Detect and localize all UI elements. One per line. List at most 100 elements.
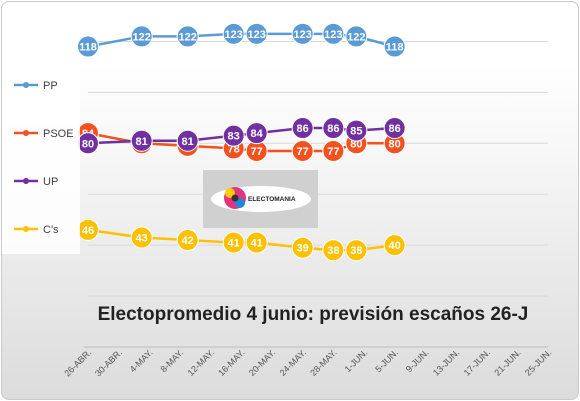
legend-box <box>2 62 80 254</box>
data-point <box>322 239 345 262</box>
data-point <box>176 25 199 48</box>
data-point <box>245 22 268 45</box>
x-tick-label: 21-JUN. <box>492 347 522 377</box>
data-label: 41 <box>228 238 240 250</box>
data-point <box>222 124 245 147</box>
data-label: 122 <box>132 31 150 43</box>
x-axis: 26-ABR. 30-ABR. 4-MAY. 8-MAY. 12-MAY. 16-MAY.… <box>62 346 553 378</box>
data-label: 123 <box>247 29 265 41</box>
data-label: 122 <box>178 31 196 43</box>
data-point <box>322 117 345 140</box>
legend: PP PSOE UP C's <box>2 62 80 254</box>
data-label: 80 <box>82 138 94 150</box>
legend-marker <box>23 82 29 88</box>
data-label: 41 <box>251 238 263 250</box>
data-point <box>322 139 345 162</box>
data-label: 43 <box>136 233 148 245</box>
data-point <box>345 239 368 262</box>
data-label: 85 <box>350 126 362 138</box>
data-point <box>245 122 268 145</box>
electomania-logo: ELECTOMANIA <box>203 170 318 228</box>
data-label: 83 <box>228 131 240 143</box>
legend-item: UP <box>14 176 58 188</box>
data-point <box>291 236 314 259</box>
data-label: 80 <box>350 138 362 150</box>
data-point <box>291 117 314 140</box>
data-label: 77 <box>327 146 339 158</box>
data-point <box>345 119 368 142</box>
data-label: 39 <box>297 243 309 255</box>
data-point <box>322 22 345 45</box>
data-label: 86 <box>389 123 401 135</box>
data-label: 38 <box>327 245 339 257</box>
series-up: 80 81 81 83 84 86 86 85 86 <box>77 117 406 155</box>
legend-marker <box>23 226 29 232</box>
data-point <box>176 229 199 252</box>
x-tick-label: 28-MAY. <box>308 347 339 378</box>
legend-item: PP <box>14 80 58 92</box>
data-label: 81 <box>136 136 148 148</box>
x-tick-label: 20-MAY. <box>247 347 278 378</box>
data-point <box>176 129 199 152</box>
data-label: 86 <box>297 123 309 135</box>
x-tick-label: 5-JUN. <box>373 347 400 374</box>
data-point <box>291 22 314 45</box>
data-point <box>130 129 153 152</box>
x-tick-label: 13-JUN. <box>431 347 461 377</box>
x-tick-label: 4-MAY. <box>128 347 155 374</box>
data-point <box>130 25 153 48</box>
data-point <box>130 226 153 249</box>
data-label: 77 <box>297 146 309 158</box>
data-point <box>383 234 406 257</box>
series-pp: 118 122 122 123 123 123 123 122 118 <box>77 22 406 58</box>
x-tick-label: 24-MAY. <box>278 347 309 378</box>
data-label: 77 <box>251 146 263 158</box>
legend-marker <box>23 130 29 136</box>
data-label: 80 <box>389 138 401 150</box>
data-point <box>245 231 268 254</box>
data-point <box>291 139 314 162</box>
data-label: 78 <box>228 143 240 155</box>
data-label: 40 <box>389 240 401 252</box>
x-tick-label: 12-MAY. <box>186 347 217 378</box>
data-label: 81 <box>182 136 194 148</box>
x-tick-label: 17-JUN. <box>462 347 492 377</box>
legend-label: UP <box>43 176 58 188</box>
data-label: 123 <box>293 29 311 41</box>
data-label: 42 <box>182 235 194 247</box>
legend-label: C's <box>43 224 59 236</box>
data-point <box>222 231 245 254</box>
legend-item: C's <box>14 224 59 236</box>
data-point <box>222 22 245 45</box>
x-tick-label: 16-MAY. <box>216 347 247 378</box>
legend-label: PSOE <box>43 128 74 140</box>
x-tick-label: 8-MAY. <box>158 347 185 374</box>
data-label: 86 <box>327 123 339 135</box>
data-label: 38 <box>350 245 362 257</box>
legend-marker <box>23 178 29 184</box>
data-point <box>383 117 406 140</box>
series-layer: 1181221221231231231231221188480797877777… <box>77 22 406 262</box>
legend-label: PP <box>43 80 58 92</box>
data-label: 118 <box>79 42 97 54</box>
logo-text: ELECTOMANIA <box>248 196 296 203</box>
data-label: 123 <box>324 29 342 41</box>
data-label: 123 <box>224 29 242 41</box>
data-label: 122 <box>347 31 365 43</box>
x-tick-label: 25-JUN. <box>523 347 553 377</box>
x-tick-label: 30-ABR. <box>93 347 124 378</box>
x-tick-label: 26-ABR. <box>62 347 93 378</box>
data-point <box>77 35 99 58</box>
gridlines <box>88 40 548 297</box>
data-point <box>345 25 368 48</box>
data-label: 46 <box>82 225 94 237</box>
x-tick-label: 9-JUN. <box>404 347 431 374</box>
legend-item: PSOE <box>14 128 74 140</box>
data-label: 118 <box>386 42 404 54</box>
x-tick-label: 1-JUN. <box>343 347 370 374</box>
chart-title: Electopromedio 4 junio: previsión escaño… <box>98 304 529 325</box>
data-point <box>383 35 406 58</box>
data-label: 84 <box>251 128 264 140</box>
